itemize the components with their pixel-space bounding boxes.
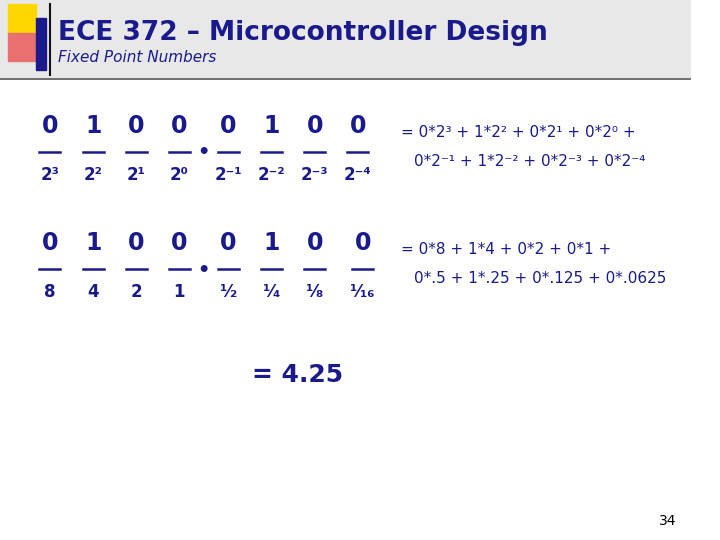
Text: 2⁻⁴: 2⁻⁴	[344, 166, 372, 184]
Text: 0: 0	[128, 114, 145, 138]
Text: 0: 0	[171, 114, 188, 138]
Bar	[8, 33, 35, 61]
Text: 1: 1	[264, 231, 280, 255]
Text: 0: 0	[220, 231, 237, 255]
Text: 2³: 2³	[40, 166, 59, 184]
Text: ¹⁄₄: ¹⁄₄	[263, 283, 280, 301]
Text: = 0*8 + 1*4 + 0*2 + 0*1 +: = 0*8 + 1*4 + 0*2 + 0*1 +	[401, 242, 611, 257]
Text: 1: 1	[264, 114, 280, 138]
Text: 0: 0	[171, 231, 188, 255]
Text: ECE 372 – Microcontroller Design: ECE 372 – Microcontroller Design	[58, 20, 547, 46]
Text: = 0*2³ + 1*2² + 0*2¹ + 0*2⁰ +: = 0*2³ + 1*2² + 0*2¹ + 0*2⁰ +	[401, 125, 636, 140]
Text: ¹⁄₂: ¹⁄₂	[220, 283, 237, 301]
Text: 2⁻¹: 2⁻¹	[215, 166, 242, 184]
Bar	[37, 18, 46, 70]
Text: 2⁻³: 2⁻³	[301, 166, 328, 184]
Text: ¹⁄₈: ¹⁄₈	[306, 283, 323, 301]
Text: 2⁰: 2⁰	[170, 166, 189, 184]
Text: 0: 0	[220, 114, 237, 138]
Text: Fixed Point Numbers: Fixed Point Numbers	[58, 51, 216, 65]
Text: •: •	[198, 260, 210, 280]
Bar	[0, 0, 690, 78]
Text: 0: 0	[307, 231, 323, 255]
Text: 0: 0	[350, 114, 366, 138]
Text: 8: 8	[44, 283, 55, 301]
Text: 2⁻²: 2⁻²	[258, 166, 285, 184]
Text: 1: 1	[174, 283, 185, 301]
Text: 0: 0	[354, 231, 371, 255]
Text: 1: 1	[85, 114, 102, 138]
Text: 0: 0	[128, 231, 145, 255]
Text: •: •	[198, 144, 210, 163]
Text: 2¹: 2¹	[127, 166, 145, 184]
Text: 2²: 2²	[84, 166, 102, 184]
Text: 2: 2	[130, 283, 142, 301]
Text: 0: 0	[42, 114, 58, 138]
Bar	[8, 4, 37, 34]
Text: 0: 0	[42, 231, 58, 255]
Text: 34: 34	[659, 514, 676, 528]
Text: 0*.5 + 1*.25 + 0*.125 + 0*.0625: 0*.5 + 1*.25 + 0*.125 + 0*.0625	[415, 271, 667, 286]
Text: 0*2⁻¹ + 1*2⁻² + 0*2⁻³ + 0*2⁻⁴: 0*2⁻¹ + 1*2⁻² + 0*2⁻³ + 0*2⁻⁴	[415, 154, 646, 169]
Text: = 4.25: = 4.25	[252, 363, 343, 387]
Text: 4: 4	[87, 283, 99, 301]
Text: ¹⁄₁₆: ¹⁄₁₆	[351, 283, 375, 301]
Text: 0: 0	[307, 114, 323, 138]
Text: 1: 1	[85, 231, 102, 255]
